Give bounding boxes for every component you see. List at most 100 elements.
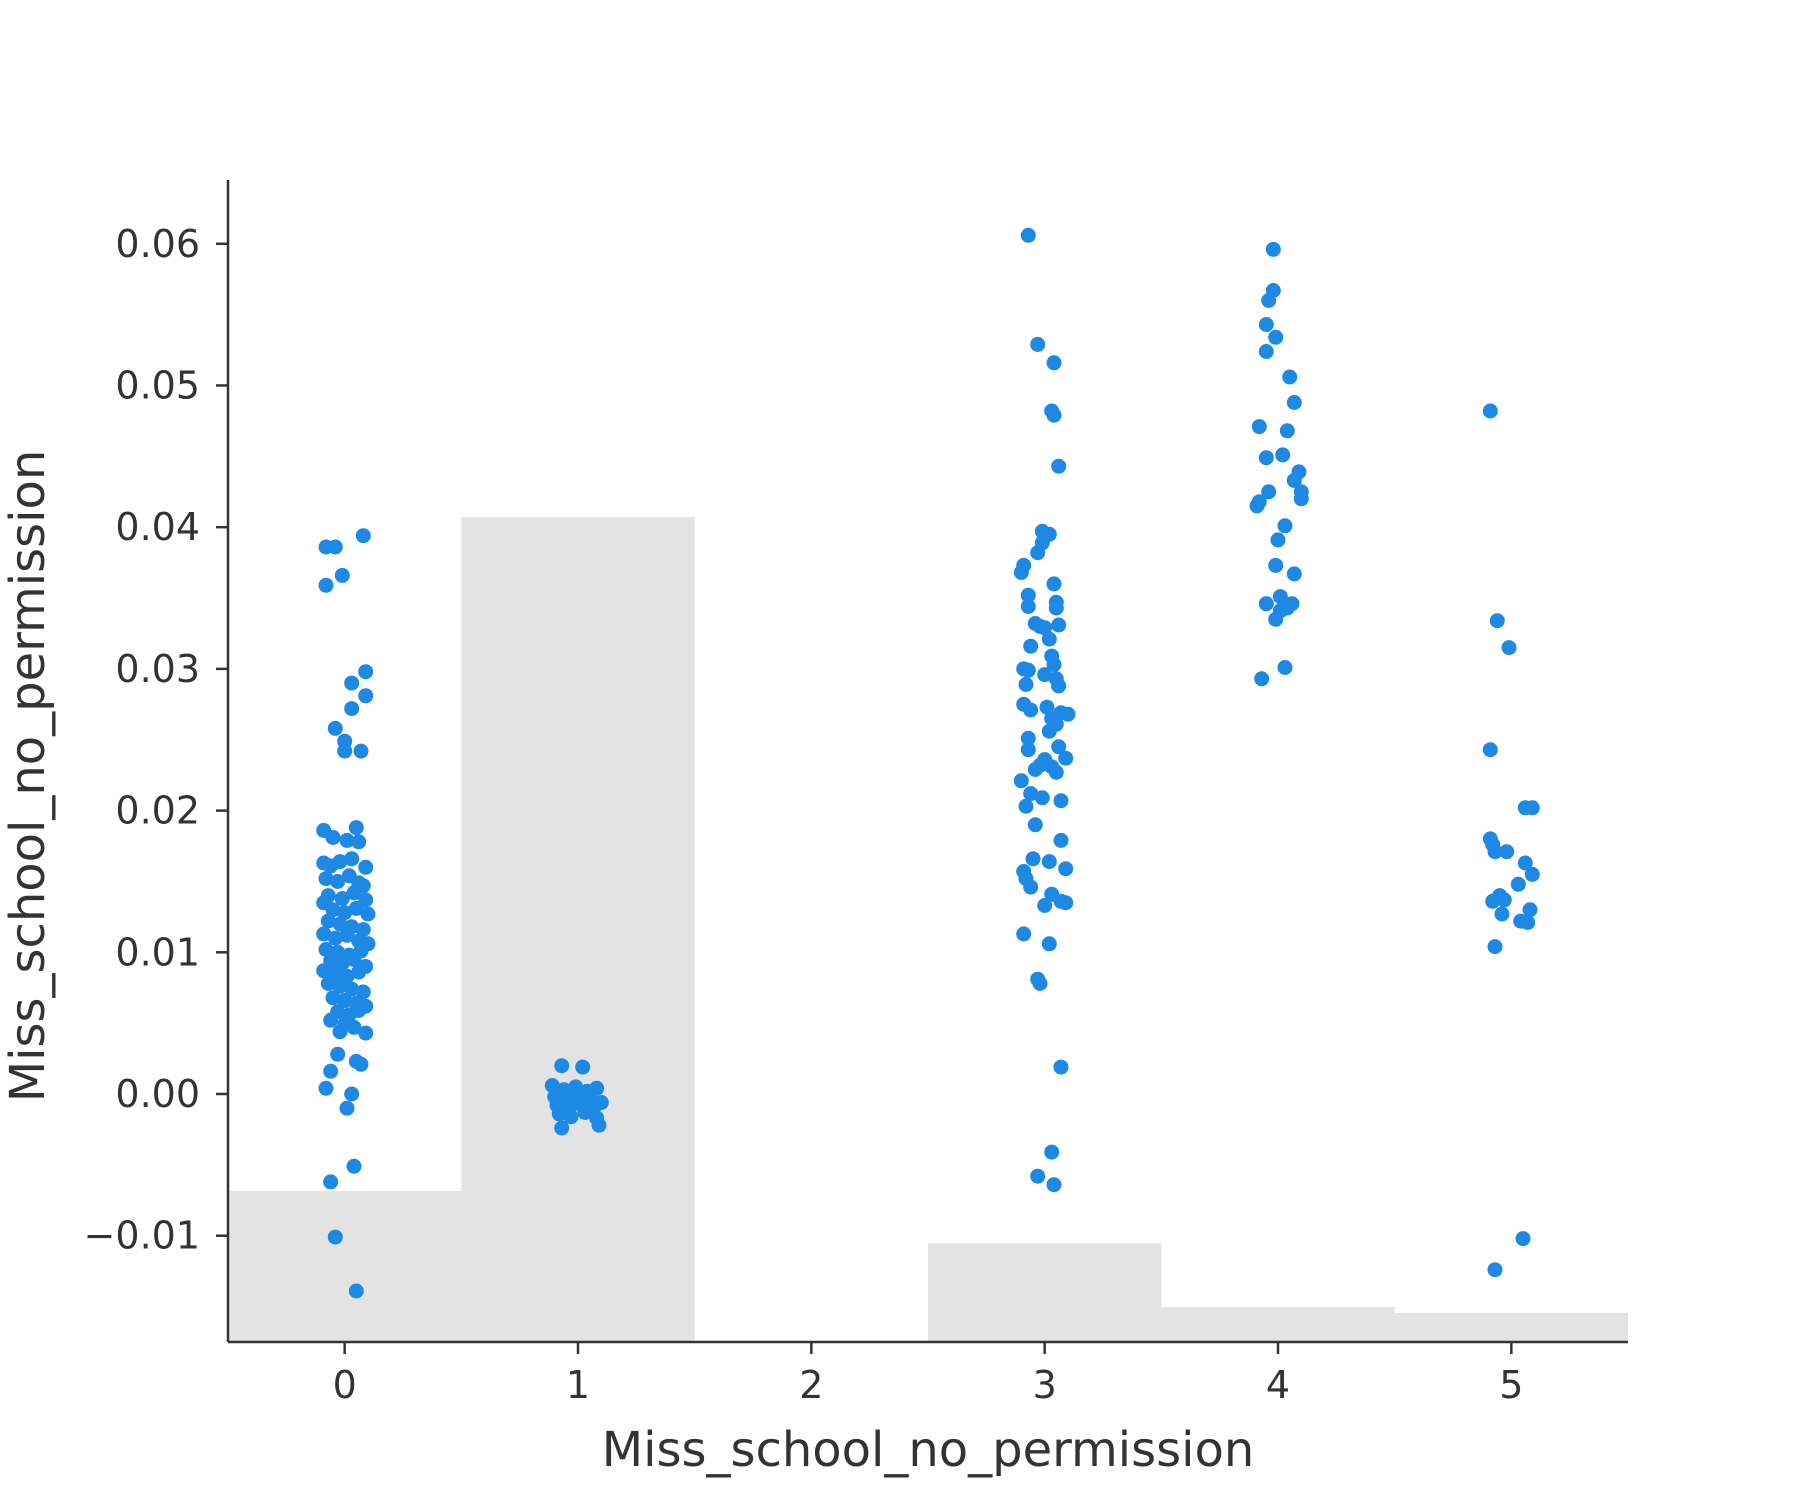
- scatter-point: [1044, 1144, 1060, 1160]
- scatter-point: [586, 1099, 602, 1115]
- scatter-point: [551, 1106, 567, 1122]
- scatter-point: [1058, 861, 1074, 877]
- scatter-point: [353, 1056, 369, 1072]
- ticks: 0 1 2 3 4 5 −0.01 0.00 0.01 0.02 0.03 0.04 0.05 0.06: [84, 222, 1524, 1407]
- x-tick-label: 5: [1499, 1363, 1523, 1407]
- scatter-point: [346, 951, 362, 967]
- scatter-point: [339, 1100, 355, 1116]
- scatter-point: [1030, 545, 1046, 561]
- histogram-bar-5: [1394, 1312, 1628, 1342]
- scatter-point: [351, 964, 367, 980]
- scatter-point: [327, 539, 343, 555]
- scatter-point: [348, 820, 364, 836]
- scatter-point: [1048, 600, 1064, 616]
- scatter-point: [1261, 484, 1277, 500]
- scatter-point: [1046, 576, 1062, 592]
- scatter-point: [1027, 817, 1043, 833]
- scatter-point: [1489, 613, 1505, 629]
- scatter-point: [1037, 898, 1053, 913]
- scatter-point: [1037, 667, 1053, 683]
- scatter-point: [1030, 336, 1046, 352]
- scatter-point: [1487, 844, 1503, 860]
- scatter-point: [316, 963, 332, 979]
- scatter-point: [1265, 241, 1281, 257]
- scatter-point: [1520, 915, 1536, 930]
- scatter-point: [1258, 450, 1274, 466]
- y-tick-label: 0.02: [115, 789, 200, 833]
- x-axis-label: Miss_school_no_permission: [602, 1422, 1255, 1478]
- scatter-point: [318, 577, 334, 593]
- y-tick-label: 0.06: [115, 222, 200, 266]
- scatter-point: [1272, 589, 1288, 605]
- points-layer: [316, 227, 1540, 1299]
- scatter-point: [346, 1019, 362, 1035]
- scatter-point: [332, 916, 348, 932]
- scatter-point: [358, 1025, 374, 1041]
- scatter-point: [1020, 742, 1036, 758]
- scatter-point: [337, 743, 353, 759]
- scatter-point: [355, 984, 371, 1000]
- scatter-point: [1053, 1059, 1069, 1075]
- scatter-point: [544, 1078, 560, 1093]
- scatter-point: [1053, 832, 1069, 848]
- scatter-point: [1482, 403, 1498, 419]
- scatter-point: [1048, 764, 1064, 780]
- scatter-point: [1286, 566, 1302, 582]
- scatter-point: [1020, 599, 1036, 614]
- scatter-point: [1487, 939, 1503, 955]
- scatter-point: [1251, 419, 1267, 435]
- scatter-point: [1046, 1177, 1062, 1193]
- scatter-point: [565, 1085, 581, 1101]
- scatter-point: [330, 1046, 346, 1062]
- y-tick-label: 0.04: [115, 505, 200, 549]
- scatter-point: [1053, 793, 1069, 809]
- scatter-point: [339, 832, 355, 848]
- scatter-point: [1023, 702, 1039, 718]
- scatter-point: [1494, 906, 1510, 922]
- scatter-point: [1023, 638, 1039, 654]
- scatter-point: [1261, 293, 1277, 308]
- scatter-point: [1485, 893, 1501, 909]
- scatter-point: [318, 871, 334, 887]
- scatter-point: [337, 905, 353, 921]
- scatter-point: [358, 688, 374, 704]
- scatter-point: [327, 1229, 343, 1245]
- scatter-point: [348, 1283, 364, 1299]
- x-tick-label: 0: [333, 1363, 357, 1407]
- scatter-point: [1517, 855, 1533, 871]
- scatter-point: [323, 1174, 339, 1190]
- scatter-point: [348, 900, 364, 916]
- scatter-point: [1515, 1231, 1531, 1247]
- scatter-point: [554, 1058, 570, 1074]
- scatter-point: [1051, 678, 1067, 694]
- scatter-point: [1268, 329, 1284, 345]
- scatter-point: [1286, 395, 1302, 410]
- scatter-point: [1279, 423, 1295, 439]
- scatter-point: [1018, 677, 1034, 692]
- scatter-point: [1293, 491, 1309, 507]
- scatter-point: [1282, 369, 1298, 385]
- scatter-point: [1487, 1262, 1503, 1278]
- y-tick-label: −0.01: [84, 1214, 200, 1258]
- scatter-point: [1270, 532, 1286, 548]
- scatter-point: [351, 1002, 367, 1018]
- scatter-point: [353, 743, 369, 759]
- scatter-point: [1013, 565, 1029, 580]
- scatter-point: [1501, 640, 1517, 656]
- y-tick-label: 0.01: [115, 930, 200, 974]
- scatter-point: [1522, 902, 1538, 918]
- y-axis-label: Miss_school_no_permission: [0, 450, 56, 1103]
- scatter-point: [1268, 557, 1284, 573]
- scatter-point: [318, 1080, 334, 1096]
- scatter-point: [1524, 800, 1540, 816]
- scatter-point: [1524, 866, 1540, 882]
- scatter-point: [1268, 611, 1284, 627]
- scatter-point: [1258, 317, 1274, 332]
- scatter-point: [318, 942, 334, 957]
- scatter-point: [1041, 723, 1057, 739]
- scatter-point: [1041, 854, 1057, 870]
- x-tick-label: 3: [1033, 1363, 1057, 1407]
- scatter-point: [1277, 660, 1293, 675]
- scatter-point: [1258, 344, 1274, 359]
